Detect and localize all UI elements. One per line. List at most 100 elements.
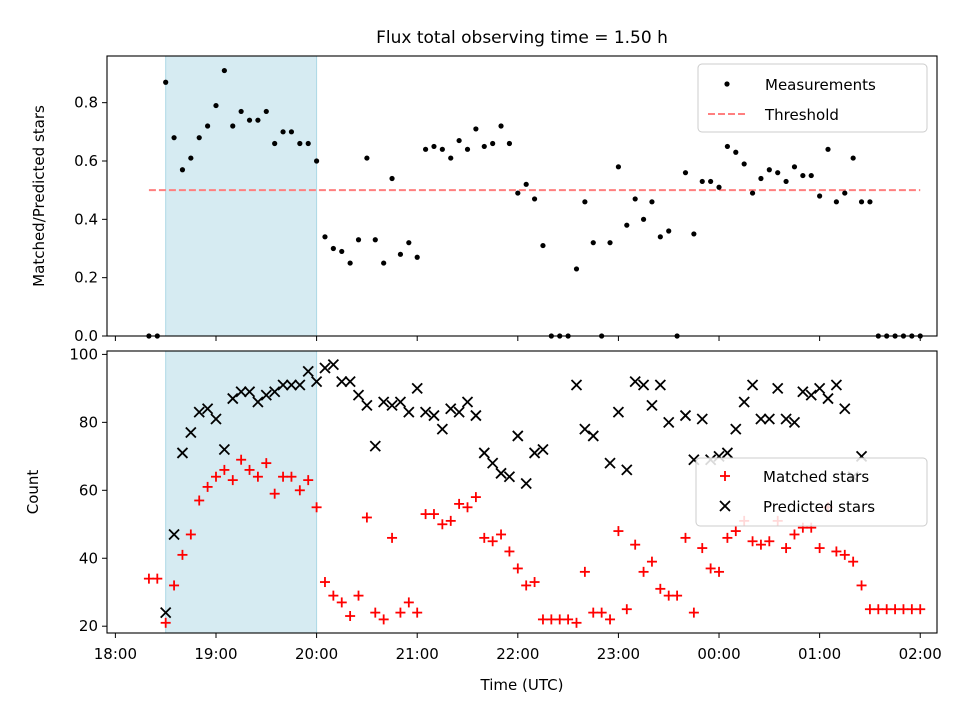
- predicted-point-b: [260, 389, 272, 401]
- predicted-point: [797, 386, 809, 398]
- matched-point: [496, 529, 507, 540]
- measurement-point: [431, 143, 437, 150]
- predicted-point-b: [160, 606, 172, 619]
- measurement-point: [330, 245, 336, 252]
- predicted-point: [218, 443, 231, 456]
- matched-point: [403, 597, 414, 608]
- predicted-point-b: [797, 386, 809, 398]
- matched-point: [152, 573, 163, 584]
- predicted-point-b: [629, 375, 641, 388]
- predicted-point: [528, 447, 541, 459]
- matched-point: [185, 529, 196, 540]
- matched-point: [630, 539, 641, 550]
- measurement-point: [817, 193, 823, 199]
- measurement-point: [758, 175, 764, 182]
- predicted-point: [746, 379, 759, 391]
- matched-point: [169, 580, 180, 591]
- predicted-point-b: [269, 386, 281, 398]
- measurement-point: [733, 149, 739, 155]
- predicted-point-b: [235, 386, 247, 398]
- bottom-y-axis: 20 40 60 80 100: [69, 345, 107, 635]
- matched-point: [160, 617, 171, 628]
- matched-point: [755, 539, 766, 550]
- matched-point: [378, 614, 389, 625]
- matched-point: [898, 604, 909, 615]
- predicted-point: [310, 375, 323, 388]
- predicted-point: [428, 409, 440, 422]
- bottom-x-axis: 18:00 19:00 20:00 21:00 22:00 23:00 00:00 01:00…: [94, 633, 942, 663]
- matched-point: [663, 590, 674, 601]
- matched-point: [638, 566, 649, 577]
- top-legend: Measurements Threshold: [697, 63, 928, 133]
- measurement-point: [221, 67, 227, 74]
- predicted-point-b: [277, 379, 289, 391]
- matched-point: [194, 495, 205, 506]
- matched-point: [521, 580, 532, 591]
- matched-point: [688, 607, 699, 618]
- predicted-point-b: [730, 423, 742, 435]
- predicted-point-b: [352, 389, 365, 401]
- bottom-panel: 20 40 60 80 100 18:00 19:00 20:00 21:00 22:00 23:…: [24, 345, 942, 694]
- measurement-point: [246, 117, 253, 123]
- predicted-point: [839, 403, 851, 415]
- predicted-point: [445, 403, 457, 415]
- matched-point: [361, 512, 372, 523]
- measurement-point: [188, 155, 194, 161]
- predicted-point-b: [319, 362, 331, 374]
- predicted-point: [495, 467, 507, 479]
- predicted-point-b: [663, 416, 675, 428]
- top-ytick-label: 0.2: [74, 269, 98, 287]
- measurement-point: [372, 237, 378, 243]
- matched-point: [504, 546, 515, 557]
- matched-point: [563, 614, 574, 625]
- matched-point: [445, 515, 456, 526]
- legend-matched-marker: [720, 471, 730, 481]
- measurement-point: [439, 146, 445, 152]
- predicted-point: [193, 406, 205, 418]
- measurement-point: [196, 135, 202, 141]
- predicted-point-b: [696, 413, 708, 425]
- predicted-point-b: [243, 386, 256, 398]
- measurement-point: [850, 155, 856, 161]
- predicted-point: [780, 413, 792, 425]
- legend-cross-glyph: [719, 500, 731, 512]
- measurement-point: [397, 251, 404, 257]
- measurement-point: [724, 143, 731, 150]
- matched-point: [722, 532, 733, 543]
- matched-point: [714, 566, 725, 577]
- predicted-point-b: [201, 403, 214, 415]
- measurement-point: [213, 102, 219, 109]
- x-axis-label: Time (UTC): [480, 676, 564, 694]
- predicted-point: [679, 409, 692, 422]
- legend-matched-label: Matched stars: [763, 468, 869, 486]
- predicted-point: [788, 416, 801, 428]
- measurement-point: [313, 158, 320, 164]
- measurement-point: [171, 135, 177, 141]
- matched-point: [512, 563, 523, 574]
- predicted-point-b: [520, 477, 532, 490]
- predicted-point: [378, 396, 390, 408]
- predicted-point-b: [612, 406, 625, 418]
- legend-threshold-label: Threshold: [764, 106, 839, 124]
- predicted-point-b: [176, 447, 189, 459]
- matched-point: [202, 481, 213, 492]
- matched-point: [353, 590, 364, 601]
- matched-point: [856, 580, 867, 591]
- matched-point: [781, 543, 792, 554]
- predicted-point-b: [537, 443, 549, 456]
- matched-point: [210, 471, 221, 482]
- predicted-point: [403, 406, 415, 418]
- predicted-point-b: [805, 389, 817, 401]
- predicted-point: [176, 447, 189, 459]
- measurement-point: [766, 167, 772, 173]
- measurement-point: [347, 260, 353, 266]
- bottom-y-axis-label: Count: [24, 470, 42, 515]
- predicted-point: [160, 606, 172, 619]
- predicted-point-b: [637, 379, 650, 391]
- bottom-ytick-label: 60: [79, 481, 98, 499]
- matched-point: [906, 604, 917, 615]
- matched-point: [730, 526, 741, 537]
- predicted-point: [822, 392, 834, 405]
- predicted-point-b: [344, 375, 356, 388]
- matched-point: [479, 532, 490, 543]
